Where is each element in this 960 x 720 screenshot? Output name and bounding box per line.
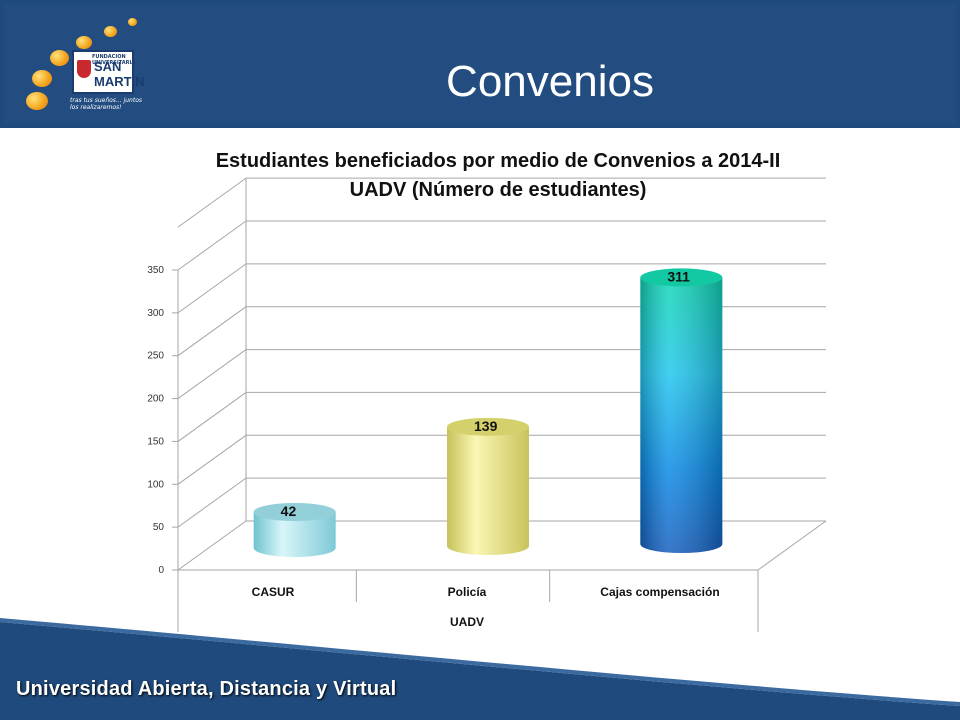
gridline-side	[177, 177, 247, 228]
x-category-label: CASUR	[252, 585, 295, 599]
gridline-side	[177, 220, 247, 271]
gridline-side	[177, 392, 247, 442]
gridline-side	[177, 306, 247, 357]
gridline-side	[177, 263, 247, 314]
bar-policía	[447, 417, 529, 555]
slide-header	[0, 0, 960, 128]
bar-cajas-compensación	[640, 268, 723, 553]
x-category-label: Cajas compensación	[600, 585, 719, 599]
data-labels: 42 139 311	[281, 268, 690, 519]
data-label: 42	[281, 503, 297, 519]
y-axis: 0 50 100 150 200 250 300 350	[147, 265, 178, 576]
bar-shade	[640, 277, 723, 553]
data-label: 139	[474, 418, 498, 434]
bar-body	[447, 426, 529, 555]
bar-top	[640, 268, 723, 287]
y-tick-label: 200	[147, 394, 164, 405]
chart-grid	[177, 177, 827, 571]
data-label: 311	[667, 268, 690, 284]
chart-title-line1: Estudiantes beneficiados por medio de Co…	[215, 150, 781, 172]
gridline-side	[177, 520, 247, 571]
logo-orb	[32, 70, 52, 87]
gridline-side	[177, 349, 247, 399]
y-tick-label: 100	[147, 479, 164, 490]
logo-top-text: FUNDACION UNIVERSITARIA	[92, 54, 136, 66]
logo-shield-icon	[77, 60, 91, 78]
logo-badge: FUNDACION UNIVERSITARIA SAN MARTIN	[72, 50, 145, 94]
gridline-side	[177, 477, 247, 528]
university-logo	[20, 14, 150, 124]
logo-orb	[50, 50, 69, 66]
logo-line1: SAN	[94, 59, 122, 74]
x-axis: CASUR Policía Cajas compensación UADV	[177, 570, 759, 632]
logo-orb	[26, 92, 48, 110]
logo-line2: MARTIN	[94, 74, 145, 89]
bar-body	[253, 512, 336, 557]
slide-title: Convenios	[446, 57, 654, 106]
x-category-label: Policía	[448, 585, 487, 599]
y-tick-label: 250	[147, 351, 164, 362]
bar-top	[447, 417, 529, 436]
y-tick-label: 0	[158, 565, 164, 576]
logo-orb	[104, 26, 117, 37]
y-tick-label: 50	[153, 522, 165, 533]
logo-orb	[76, 36, 92, 49]
chart-title-line2: UADV (Número de estudiantes)	[349, 179, 647, 201]
y-tick-label: 150	[147, 436, 164, 447]
logo-tagline: tras tus sueños... juntos los realizarem…	[70, 97, 142, 111]
x-group-label: UADV	[450, 615, 484, 629]
footer-text: Universidad Abierta, Distancia y Virtual	[16, 678, 397, 700]
chart-title: Estudiantes beneficiados por medio de Co…	[148, 147, 848, 205]
slide-header-panel	[4, 4, 956, 124]
floor-right-edge	[757, 520, 827, 571]
bar-top	[253, 503, 336, 522]
gridline-side	[177, 434, 247, 485]
y-tick-label: 350	[147, 265, 164, 276]
y-tick-label: 300	[147, 308, 164, 319]
bar-casur	[253, 503, 336, 557]
logo-orb	[128, 18, 137, 26]
chart-bars	[253, 268, 723, 557]
footer-band	[0, 618, 960, 720]
